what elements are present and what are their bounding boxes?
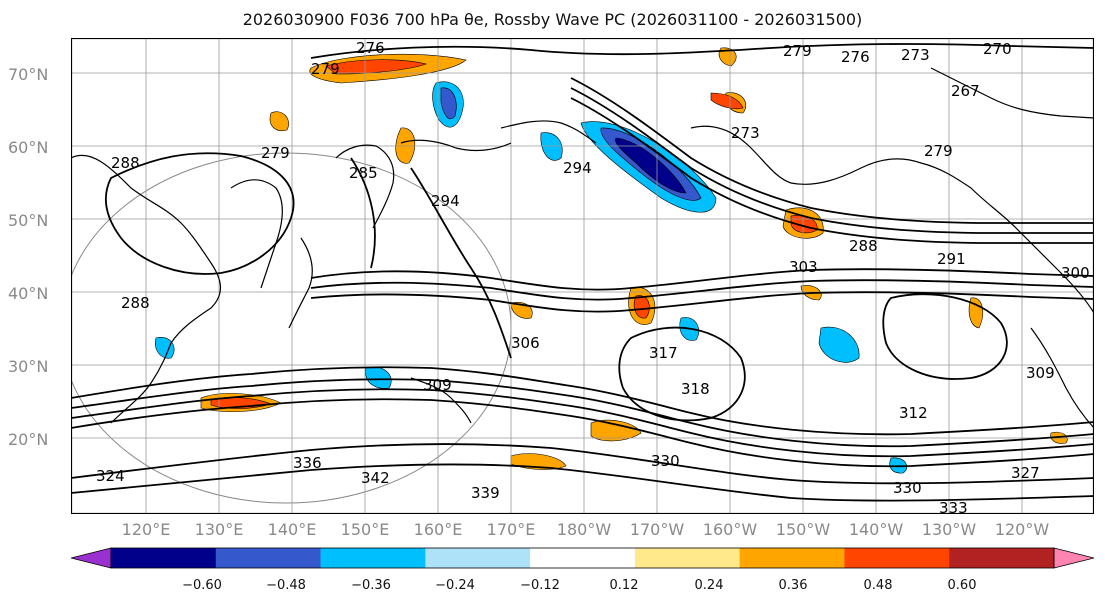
contour-label: 279 (924, 142, 953, 160)
colorbar-extend-low (71, 547, 112, 569)
contour-label: 317 (649, 344, 678, 362)
contour-label: 270 (983, 40, 1012, 58)
colorbar-tick-label: −0.36 (351, 578, 391, 593)
colorbar-tick-label: −0.12 (520, 578, 560, 593)
colorbar-segment (844, 548, 950, 568)
contour-label: 330 (651, 452, 680, 470)
map-frame (71, 38, 1094, 514)
colorbar-extend-high (1053, 547, 1094, 569)
contour-label: 327 (1011, 464, 1040, 482)
lon-label: 170°W (629, 520, 685, 539)
theta-e-contours (71, 43, 1094, 502)
lon-label: 160°E (413, 520, 463, 539)
lat-label: 50°N (8, 211, 49, 230)
lon-label: 150°W (775, 520, 831, 539)
lon-label: 160°W (702, 520, 758, 539)
contour-label-group: 276 279 276 273 270 267 273 279 288 279 … (96, 39, 1090, 514)
colorbar-tick-label: 0.24 (694, 578, 724, 593)
colorbar-segment (739, 548, 845, 568)
contour-label: 267 (951, 82, 980, 100)
contour-label: 291 (937, 250, 966, 268)
graticule (71, 38, 1094, 514)
colorbar-frame (110, 547, 1055, 569)
contour-label: 288 (849, 237, 878, 255)
lon-label: 140°W (848, 520, 904, 539)
contour-label: 276 (356, 39, 385, 57)
map-panel: 276 279 276 273 270 267 273 279 288 279 … (71, 38, 1094, 514)
lat-label: 20°N (8, 430, 49, 449)
colorbar-tick-label: 0.60 (947, 578, 977, 593)
contour-label: 288 (111, 154, 140, 172)
coastlines (71, 67, 1094, 429)
colorbar-segment (320, 548, 426, 568)
lon-label: 120°E (121, 520, 171, 539)
chart-title: 2026030900 F036 700 hPa θe, Rossby Wave … (242, 10, 863, 29)
contour-label: 333 (939, 499, 968, 514)
colorbar-segment (215, 548, 322, 568)
lat-label: 60°N (8, 138, 49, 157)
contour-label: 306 (511, 334, 540, 352)
contour-label: 312 (899, 404, 928, 422)
contour-label: 285 (349, 164, 378, 182)
lon-label: 120°W (994, 520, 1050, 539)
contour-label: 309 (423, 376, 452, 394)
contour-label: 294 (563, 159, 592, 177)
contour-label: 279 (783, 42, 812, 60)
contour-label: 273 (901, 46, 930, 64)
lat-label: 70°N (8, 65, 49, 84)
colorbar-tick-label: 0.48 (863, 578, 893, 593)
colorbar-tick-label: 0.36 (778, 578, 808, 593)
colorbar-segment (530, 548, 636, 568)
lon-label: 140°E (267, 520, 317, 539)
contour-label: 300 (1061, 264, 1090, 282)
colorbar-tick-label: −0.24 (435, 578, 475, 593)
colorbar-segment (425, 548, 531, 568)
colorbar-tick-label: −0.60 (182, 578, 222, 593)
lat-label: 30°N (8, 357, 49, 376)
colorbar-segment (634, 548, 741, 568)
lon-label: 180°W (556, 520, 612, 539)
contour-label: 276 (841, 48, 870, 66)
contour-label: 279 (311, 60, 340, 78)
colorbar-segment (111, 548, 217, 568)
colorbar-segment (949, 548, 1055, 568)
colorbar-tick-label: −0.48 (266, 578, 306, 593)
contour-label: 339 (471, 484, 500, 502)
contour-label: 330 (893, 479, 922, 497)
colorbar-tick-label: 0.12 (609, 578, 639, 593)
colorbar (71, 547, 1094, 569)
contour-label: 303 (789, 258, 818, 276)
lon-label: 130°E (194, 520, 244, 539)
contour-label: 342 (361, 469, 390, 487)
lon-label: 170°E (486, 520, 536, 539)
contour-label: 309 (1026, 364, 1055, 382)
contour-label: 279 (261, 144, 290, 162)
lat-label: 40°N (8, 284, 49, 303)
contour-label: 336 (293, 454, 322, 472)
contour-label: 324 (96, 467, 125, 485)
lon-label: 130°W (921, 520, 977, 539)
contour-label: 318 (681, 380, 710, 398)
contour-label: 294 (431, 192, 460, 210)
contour-label: 288 (121, 294, 150, 312)
lon-label: 150°E (340, 520, 390, 539)
contour-label: 273 (731, 124, 760, 142)
